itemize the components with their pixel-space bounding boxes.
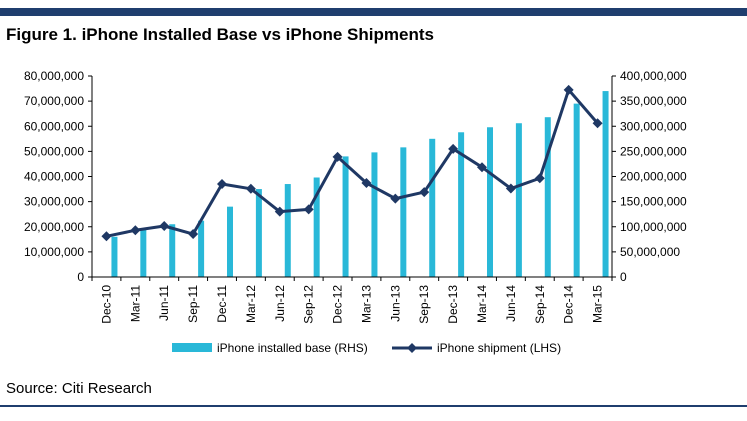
shipment-line	[106, 88, 599, 238]
right-tick-label: 0	[620, 270, 627, 284]
shipment-point	[303, 204, 314, 215]
bar-installed-base	[429, 138, 436, 277]
bar-series-installed-base	[111, 91, 609, 277]
shipment-point	[361, 178, 372, 189]
legend-swatch-marker	[407, 343, 417, 353]
shipment-point	[274, 206, 285, 217]
x-tick-label: Dec-12	[331, 285, 345, 324]
shipment-point	[534, 173, 545, 184]
bar-installed-base	[602, 91, 609, 277]
legend-label-installed-base: iPhone installed base (RHS)	[217, 341, 368, 355]
x-tick-label: Sep-14	[533, 285, 547, 324]
shipment-point	[592, 118, 603, 129]
shipment-point	[477, 162, 487, 173]
bar-installed-base	[458, 132, 465, 277]
shipment-point	[217, 179, 227, 190]
bar-installed-base	[487, 127, 493, 277]
x-tick-label: Dec-14	[562, 285, 576, 324]
bar-installed-base	[342, 156, 349, 277]
left-tick-label: 10,000,000	[24, 245, 84, 259]
bar-installed-base	[255, 189, 262, 277]
left-tick-label: 80,000,000	[24, 69, 84, 83]
right-y-axis: 0 50,000,000 100,000,000 150,000,000 200,000…	[611, 69, 687, 284]
shipment-point	[159, 220, 170, 231]
shipment-point	[448, 143, 459, 154]
left-tick-label: 60,000,000	[24, 119, 84, 133]
x-tick-label: Dec-11	[215, 285, 229, 323]
right-tick-label: 300,000,000	[620, 119, 687, 133]
left-tick-label: 50,000,000	[24, 144, 84, 158]
left-tick-label: 0	[77, 270, 84, 284]
left-tick-label: 30,000,000	[24, 195, 84, 209]
legend: iPhone installed base (RHS) iPhone shipme…	[172, 341, 561, 355]
bar-installed-base	[227, 206, 233, 277]
x-tick-label: Dec-13	[446, 285, 460, 324]
shipment-point	[390, 193, 401, 204]
x-tick-label: Jun-11	[157, 285, 171, 321]
legend-swatch-installed-base	[172, 343, 212, 352]
x-tick-label: Mar-15	[591, 285, 605, 323]
left-tick-label: 20,000,000	[24, 220, 84, 234]
bar-installed-base	[284, 184, 291, 277]
shipment-point	[188, 229, 199, 240]
shipment-point	[245, 183, 256, 194]
left-tick-label: 40,000,000	[24, 170, 84, 184]
shipment-point	[332, 151, 343, 162]
x-axis: Dec-10 Mar-11 Jun-11 Sep-11 Dec-11 Mar-12 Jun-…	[91, 276, 613, 324]
x-tick-label: Mar-11	[128, 285, 142, 322]
shipment-point	[101, 231, 112, 242]
bar-installed-base	[371, 152, 378, 277]
x-tick-label: Sep-13	[417, 285, 431, 324]
bottom-rule	[0, 405, 747, 407]
right-tick-label: 50,000,000	[620, 245, 680, 259]
bar-installed-base	[198, 220, 205, 277]
x-tick-label: Jun-14	[504, 285, 518, 322]
shipment-point	[505, 183, 516, 194]
bar-installed-base	[515, 123, 522, 277]
x-tick-label: Mar-12	[244, 285, 258, 323]
left-y-axis: 0 10,000,000 20,000,000 30,000,000 40,000,00…	[24, 69, 93, 284]
right-tick-label: 400,000,000	[620, 69, 687, 83]
bar-installed-base	[169, 224, 176, 277]
left-tick-label: 70,000,000	[24, 94, 84, 108]
bar-installed-base	[140, 229, 147, 277]
bar-installed-base	[400, 147, 407, 277]
source-note: Source: Citi Research	[6, 380, 152, 397]
x-tick-label: Mar-13	[359, 285, 373, 323]
x-tick-label: Mar-14	[475, 285, 489, 323]
bar-installed-base	[313, 177, 320, 277]
x-tick-label: Sep-12	[302, 285, 316, 324]
legend-label-shipment: iPhone shipment (LHS)	[437, 341, 561, 355]
shipment-point	[130, 225, 141, 236]
shipment-point	[563, 84, 574, 95]
x-tick-label: Sep-11	[186, 285, 200, 323]
right-tick-label: 250,000,000	[620, 144, 687, 158]
right-tick-label: 200,000,000	[620, 170, 687, 184]
right-tick-label: 150,000,000	[620, 195, 687, 209]
right-tick-label: 350,000,000	[620, 94, 687, 108]
bar-installed-base	[573, 103, 580, 277]
bar-installed-base	[544, 117, 551, 277]
right-tick-label: 100,000,000	[620, 220, 687, 234]
bar-installed-base	[111, 236, 118, 277]
line-series-shipment	[101, 84, 603, 242]
x-tick-label: Dec-10	[99, 285, 113, 324]
x-tick-label: Jun-12	[273, 285, 287, 322]
shipment-point	[419, 187, 430, 198]
x-tick-label: Jun-13	[388, 285, 402, 322]
top-rule	[0, 8, 747, 16]
figure-title: Figure 1. iPhone Installed Base vs iPhon…	[6, 25, 434, 44]
